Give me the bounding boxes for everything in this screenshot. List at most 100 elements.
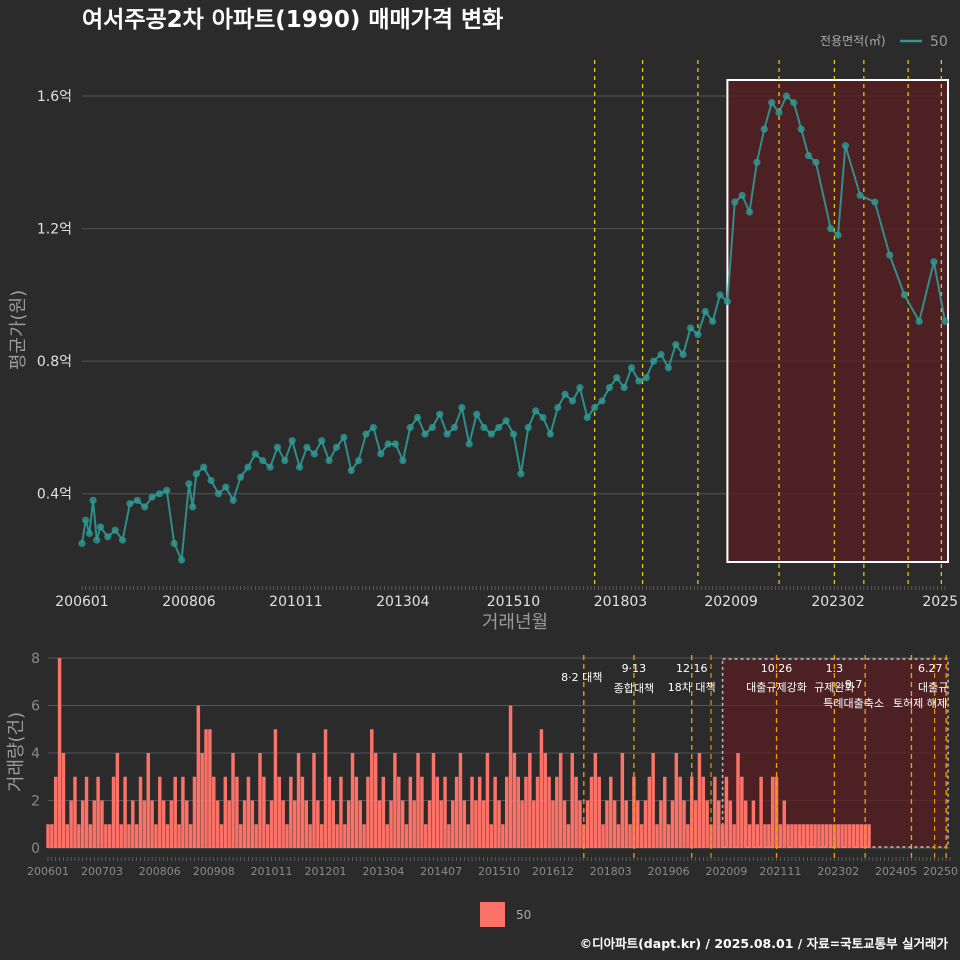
price-point xyxy=(731,198,739,206)
price-point xyxy=(473,410,481,418)
volume-bar xyxy=(801,824,806,848)
volume-bar xyxy=(516,776,521,848)
volume-bar xyxy=(431,753,436,848)
volume-bar xyxy=(705,800,709,848)
volume-bar xyxy=(674,753,679,848)
price-point xyxy=(189,503,197,511)
volume-bar xyxy=(350,753,355,848)
volume-bar xyxy=(366,776,370,848)
volume-bar xyxy=(786,824,790,848)
price-point xyxy=(362,430,370,438)
price-point xyxy=(620,384,628,392)
price-point xyxy=(568,397,577,405)
x-tick-label: 202302 xyxy=(811,594,864,610)
price-point xyxy=(369,423,377,432)
price-point xyxy=(355,456,363,465)
price-point xyxy=(517,470,525,478)
volume-bar xyxy=(227,800,231,848)
volume-bar xyxy=(655,824,659,848)
volume-bar xyxy=(828,824,833,848)
volume-bar xyxy=(451,800,455,848)
volume-bar xyxy=(277,776,282,848)
volume-bar xyxy=(778,824,783,848)
price-point xyxy=(495,423,503,432)
price-point xyxy=(524,423,532,432)
price-point xyxy=(310,450,318,458)
price-point xyxy=(133,496,141,504)
volume-bar xyxy=(639,824,644,848)
volume-bar xyxy=(759,776,763,848)
bottom-y-ticks: 0 2 4 6 8 xyxy=(31,651,40,857)
volume-bar xyxy=(223,776,228,848)
volume-bar xyxy=(512,753,517,848)
volume-bar xyxy=(836,824,840,848)
volume-bar xyxy=(111,776,116,848)
volume-bar xyxy=(767,824,771,848)
volume-bar xyxy=(73,776,77,848)
price-point xyxy=(229,496,237,504)
volume-bar xyxy=(470,776,474,848)
volume-bar xyxy=(740,776,744,848)
price-point xyxy=(273,443,282,451)
volume-bar xyxy=(69,800,73,848)
bottom-policy-lines xyxy=(583,655,947,858)
volume-bar xyxy=(493,776,497,848)
volume-bar xyxy=(416,753,420,848)
price-point xyxy=(613,374,621,382)
policy-name-label: 종합대책 xyxy=(614,682,654,695)
bottom-x-tick-label: 200908 xyxy=(193,865,235,878)
volume-bar xyxy=(797,824,802,848)
volume-bar xyxy=(670,800,675,848)
volume-bar xyxy=(443,776,447,848)
volume-bar xyxy=(173,776,177,848)
volume-bar xyxy=(439,800,443,848)
top-y-axis-title: 평균가(원) xyxy=(8,290,29,370)
volume-bar xyxy=(265,824,270,848)
volume-bar xyxy=(242,800,247,848)
policy-name-label: 특례대출축소 xyxy=(823,697,884,710)
legend-title: 전용면적(㎡) xyxy=(820,34,886,48)
policy-date-label: 6.27 xyxy=(918,662,943,675)
volume-bar xyxy=(408,776,413,848)
bottom-x-tick-label: 200806 xyxy=(139,865,181,878)
volume-bar xyxy=(524,776,528,848)
volume-bar xyxy=(165,824,170,848)
volume-bar xyxy=(53,776,58,848)
price-point xyxy=(377,450,385,458)
legend-entry-50: 50 xyxy=(930,34,948,50)
volume-bar xyxy=(813,824,817,848)
volume-bar xyxy=(235,776,239,848)
x-tick-label: 201304 xyxy=(376,594,430,610)
policy-name-label: 토허제 해제 xyxy=(893,696,947,710)
y-tick-label: 1.2억 xyxy=(37,222,72,238)
volume-bar xyxy=(651,753,655,848)
volume-bar xyxy=(131,800,135,848)
bottom-x-tick-label: 202009 xyxy=(705,865,747,878)
price-point xyxy=(598,397,606,405)
volume-bar xyxy=(501,824,505,848)
price-point xyxy=(185,480,193,488)
volume-bar xyxy=(643,800,648,848)
volume-bar xyxy=(624,800,628,848)
volume-bar xyxy=(485,753,490,848)
price-point xyxy=(605,384,613,392)
bottom-x-tick-label: 202405 xyxy=(875,865,917,878)
volume-bar xyxy=(562,800,567,848)
price-point xyxy=(657,350,665,359)
price-point xyxy=(768,99,776,107)
price-point xyxy=(694,331,702,339)
volume-bar xyxy=(636,800,640,848)
volume-bar xyxy=(851,824,856,848)
volume-bar xyxy=(720,824,725,848)
price-line xyxy=(81,94,946,564)
volume-bar xyxy=(821,824,825,848)
bottom-x-tick-label: 201906 xyxy=(648,865,690,878)
volume-bar xyxy=(547,776,551,848)
volume-bar xyxy=(385,824,389,848)
volume-bar xyxy=(589,776,594,848)
price-point xyxy=(539,413,547,422)
volume-bar xyxy=(504,776,509,848)
volume-bar xyxy=(104,824,108,848)
volume-bar xyxy=(805,824,810,848)
